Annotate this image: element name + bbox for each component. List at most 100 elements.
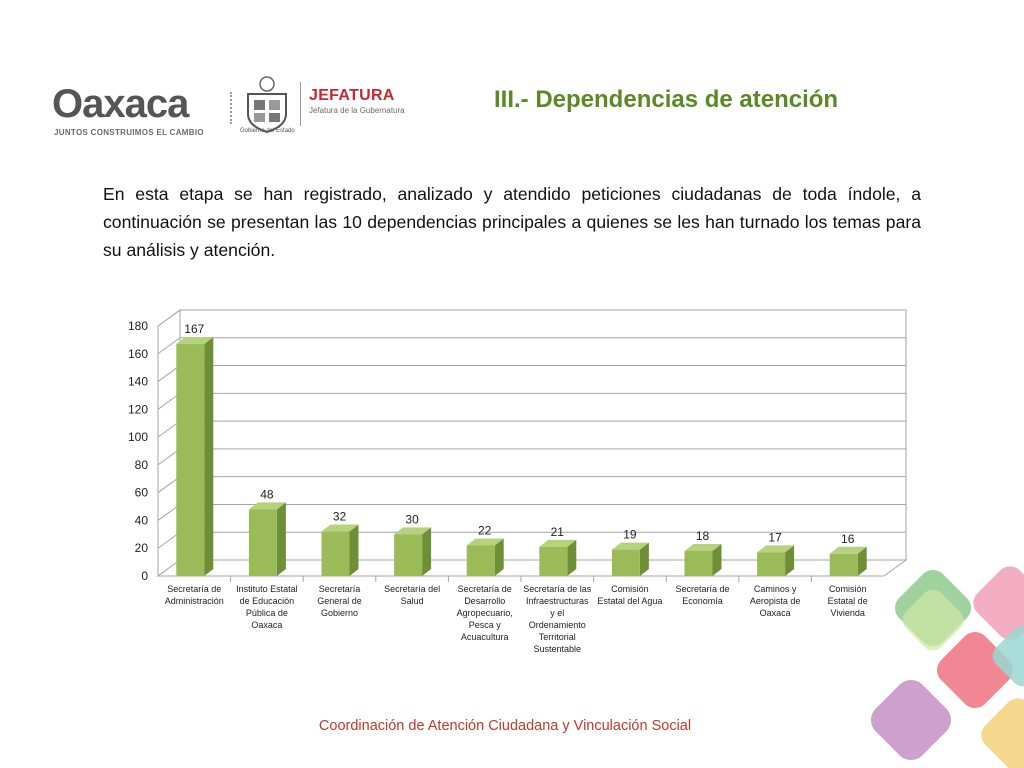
x-tick-label-line: Agropecuario, [457,608,513,618]
bar [539,546,568,576]
chart-back-wall [179,309,907,561]
jefatura-separator [300,82,301,126]
x-tick-label-line: Ordenamiento [529,620,586,630]
y-tick-label: 20 [135,541,149,555]
bar [394,534,423,576]
data-label: 22 [478,523,492,537]
bar-side [204,337,214,576]
x-tick-label-line: Secretaría de [167,584,221,594]
x-tick-label-line: Sustentable [534,644,582,654]
x-tick-label-line: Estatal de [828,596,868,606]
bar-side [422,527,432,576]
x-tick-label: Secretaría de las Infraestructuras y el Ord… [523,584,592,654]
x-tick-label-line: Oaxaca [251,620,282,630]
state-seal-icon [247,76,287,134]
x-tick-label-line: Acuacultura [461,632,509,642]
bar-top [466,538,504,546]
y-tick-label: 100 [128,430,148,444]
x-tick-label-line: Pública de [246,608,288,618]
bar [321,531,350,576]
bar-chart-svg: 0 20 40 60 80 100 120 140 160 180 167 Secretaría de… [128,309,908,654]
x-tick-label: Instituto Estatal de Educación Pública de O… [236,584,298,630]
data-label: 16 [841,532,855,546]
bar-side [785,545,795,576]
bar [466,545,495,576]
bar-top [394,527,432,535]
bar-side [494,538,504,576]
bar-top [176,337,214,345]
x-tick-label-line: Secretaría de las [523,584,592,594]
x-tick-label-line: Aeropista de [750,596,801,606]
data-label: 21 [551,525,565,539]
x-tick-label: Secretaría de Economía [675,584,729,606]
y-tick-label: 60 [135,486,149,500]
data-label: 167 [184,322,204,336]
x-tick-label: Caminos y Aeropista de Oaxaca [750,584,801,618]
data-label: 48 [260,487,274,501]
footer-text: Coordinación de Atención Ciudadana y Vin… [318,718,692,734]
bar-top [757,545,795,553]
bar [611,549,640,576]
x-tick-label-line: Comisión [611,584,649,594]
data-label: 32 [333,510,347,524]
x-tick-label-line: General de [317,596,362,606]
x-tick-label-line: Gobierno [321,608,358,618]
x-tick-label-line: Caminos y [754,584,797,594]
x-tick-label-line: Territorial [539,632,576,642]
seal-label: Gobierno del Estado [240,128,295,134]
data-label: 19 [623,528,637,542]
x-tick-label-line: Estatal del Agua [597,596,662,606]
x-tick-label-line: Economía [682,596,723,606]
x-tick-label: Secretaría de Administración [165,584,224,606]
bar-side [857,546,867,576]
gridline [157,337,906,355]
bar-chart: 0 20 40 60 80 100 120 140 160 180 167 Secretaría de… [110,300,920,670]
oaxaca-logo-tagline: JUNTOS CONSTRUIMOS EL CAMBIO [54,128,204,137]
x-tick-label-line: y el [550,608,564,618]
oaxaca-logo-word: Oaxaca [52,82,189,126]
x-tick-label-line: Secretaría de [458,584,512,594]
bar-top [539,539,577,547]
x-tick-label-line: Vivienda [831,608,865,618]
bar-side [276,502,286,576]
y-tick-label: 180 [128,319,148,333]
page-title: III.- Dependencias de atención [494,86,839,113]
data-label: 18 [696,529,710,543]
x-tick-label-line: Secretaría [319,584,361,594]
x-tick-label-line: Secretaría de [675,584,729,594]
x-tick-label-line: Salud [401,596,424,606]
y-tick-label: 80 [135,458,149,472]
bar-top [248,502,286,510]
bar-side [712,544,722,576]
bar [757,552,786,576]
data-label: 30 [405,512,419,526]
jefatura-subtitle: Jefatura de la Gubernatura [309,106,405,115]
decorative-tiles [870,566,1024,768]
y-tick-label: 120 [128,402,148,416]
y-tick-label: 160 [128,347,148,361]
oaxaca-logo: Oaxaca JUNTOS CONSTRUIMOS EL CAMBIO [52,82,222,140]
x-tick-label-line: Oaxaca [760,608,791,618]
x-tick-label-line: Administración [165,596,224,606]
bar [829,553,858,576]
bar-side [349,524,359,576]
bar [176,344,205,576]
jefatura-title: JEFATURA [309,87,395,104]
x-tick-label: Comisión Estatal de Vivienda [828,584,868,618]
logo-separator [230,92,234,124]
data-label: 17 [768,530,782,544]
bar-side [639,542,649,576]
x-tick-label: Secretaría del Salud [384,584,440,606]
x-tick-label-line: Secretaría del [384,584,440,594]
x-tick-label: Secretaría General de Gobierno [317,584,362,618]
bar-side [567,539,577,576]
intro-paragraph: En esta etapa se han registrado, analiza… [103,184,921,260]
x-tick-label-line: Instituto Estatal [236,584,298,594]
bar-top [684,544,722,551]
x-tick-label-line: Infraestructuras [526,596,589,606]
x-tick-label-line: Pesca y [469,620,502,630]
x-tick-label-line: Desarrollo [464,596,505,606]
x-tick-label: Secretaría de Desarrollo Agropecuario, Pesc… [457,584,513,642]
bar [684,551,713,576]
bar-top [321,524,359,532]
